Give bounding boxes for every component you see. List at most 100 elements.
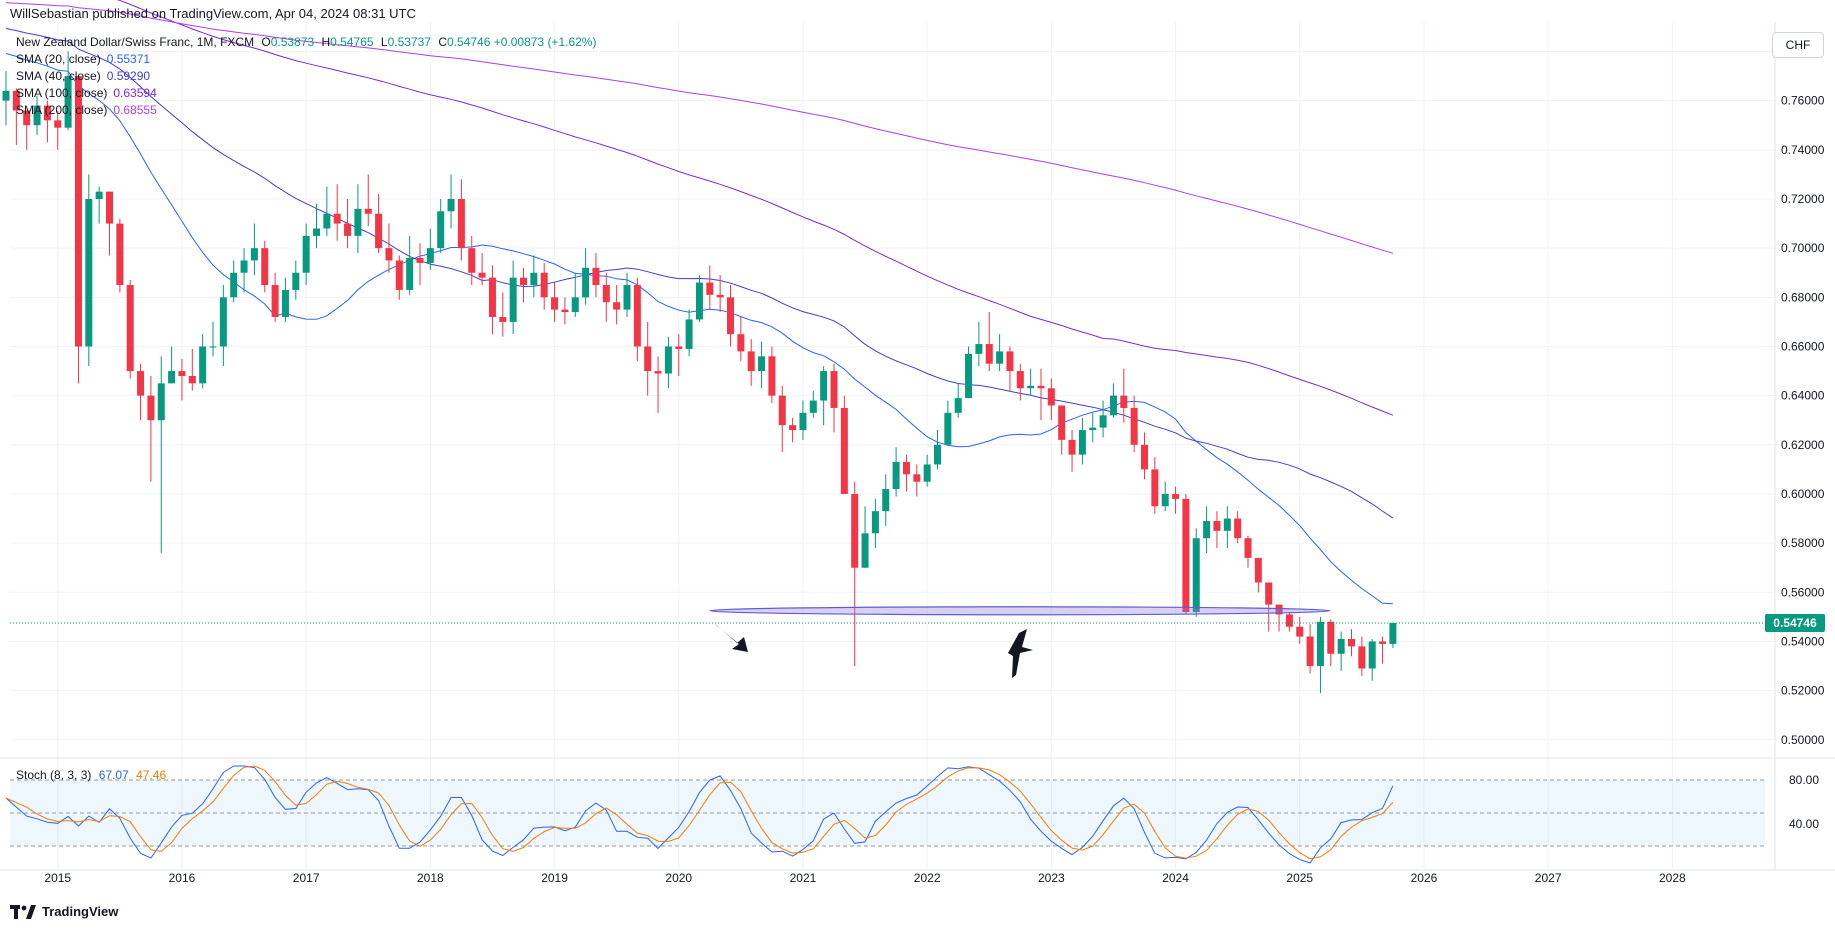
open-label: O	[261, 35, 271, 49]
sma-20-label: SMA (20, close)	[16, 52, 101, 66]
y-tick-label-4: 0.70000	[1781, 241, 1825, 255]
candle-body-67	[695, 282, 703, 320]
time-axis[interactable]: 2015 2016 2017 2018 2019 2020 2021 2022 2023 2024…	[44, 871, 1686, 885]
sma-40-row[interactable]: SMA (40, close) 0.59290	[16, 68, 596, 85]
candle-body-1	[12, 90, 20, 111]
y-tick-label-2: 0.74000	[1781, 143, 1825, 157]
candle-body-24	[250, 248, 258, 261]
candle-body-119	[1234, 518, 1242, 539]
tradingview-footer[interactable]: TradingView	[10, 904, 118, 919]
candle-body-10	[106, 191, 113, 224]
candle-body-43	[447, 198, 455, 212]
candle-body-118	[1223, 518, 1231, 531]
symbol-row: New Zealand Dollar/Swiss Franc, 1M, FXCM…	[16, 34, 596, 51]
candle-body-97	[1006, 351, 1014, 372]
candle-body-75	[778, 395, 786, 426]
candle-body-113	[1172, 493, 1180, 499]
support-zone	[709, 606, 1331, 616]
candle-body-35	[364, 208, 372, 214]
y-tick-label-13: 0.52000	[1781, 684, 1825, 698]
candle-body-80	[830, 371, 838, 408]
candle-body-45	[468, 248, 476, 273]
candle-body-133	[1379, 641, 1387, 644]
sma-20-row[interactable]: SMA (20, close) 0.55371	[16, 51, 596, 68]
x-tick-label-11: 2026	[1411, 871, 1438, 885]
sma-200-row[interactable]: SMA (200, close) 0.68555	[16, 102, 596, 119]
candle-body-132	[1368, 641, 1376, 669]
y-tick-label-3: 0.72000	[1781, 192, 1825, 206]
price-axis[interactable]: 0.780000.760000.740000.720000.700000.680…	[1765, 44, 1825, 747]
sma-100-label: SMA (100, close)	[16, 86, 108, 100]
footer-brand: TradingView	[42, 904, 119, 919]
candle-body-115	[1192, 538, 1200, 612]
candle-body-15	[157, 383, 165, 421]
candle-body-5	[54, 120, 62, 128]
candle-body-33	[344, 223, 352, 236]
candle-body-90	[934, 444, 941, 465]
candle-body-40	[416, 257, 424, 263]
candle-body-17	[178, 371, 186, 376]
y-tick-label-5: 0.68000	[1781, 290, 1825, 304]
candle-body-61	[633, 285, 641, 347]
currency-button[interactable]: CHF	[1772, 32, 1824, 58]
close-label: C	[438, 35, 447, 49]
sma-100-row[interactable]: SMA (100, close) 0.63594	[16, 85, 596, 102]
candle-body-48	[499, 316, 507, 322]
candle-body-21	[219, 297, 227, 347]
sma-40-value: 0.59290	[106, 69, 151, 83]
candle-body-69	[716, 294, 724, 298]
candle-body-26	[271, 285, 279, 317]
stoch-k-line	[5, 765, 1394, 864]
candle-body-52	[540, 272, 548, 298]
annotations	[10, 606, 1775, 678]
candle-body-59	[613, 302, 621, 310]
candle-body-117	[1213, 521, 1221, 531]
candle-body-110	[1141, 444, 1148, 470]
low-label: L	[380, 35, 388, 49]
symbol-name[interactable]: New Zealand Dollar/Swiss Franc, 1M, FXCM	[16, 35, 255, 49]
candles	[2, 51, 1397, 694]
candle-body-92	[954, 398, 962, 413]
open-value: 0.53873	[270, 35, 315, 49]
candle-body-18	[188, 375, 196, 384]
candle-body-19	[199, 346, 207, 384]
y-tick-label-1: 0.76000	[1781, 94, 1825, 108]
candle-body-84	[871, 511, 879, 534]
x-tick-label-0: 2015	[44, 871, 71, 885]
stoch-d-value: 47.46	[136, 768, 167, 782]
y-tick-label-10: 0.58000	[1781, 536, 1825, 550]
candle-body-114	[1182, 498, 1190, 612]
candle-body-124	[1285, 614, 1293, 627]
candle-body-103	[1068, 439, 1076, 455]
candle-body-121	[1254, 557, 1262, 583]
candle-body-44	[457, 198, 465, 249]
candle-body-14	[147, 395, 155, 421]
candle-body-53	[551, 297, 559, 310]
candle-body-76	[789, 425, 797, 431]
x-tick-label-4: 2019	[541, 871, 568, 885]
candle-body-101	[1047, 388, 1055, 406]
x-tick-label-2: 2017	[293, 871, 320, 885]
candle-body-38	[395, 260, 403, 290]
candle-body-23	[240, 260, 248, 273]
candle-body-111	[1151, 469, 1159, 507]
candle-body-134	[1389, 623, 1397, 644]
candle-body-96	[996, 351, 1004, 364]
candle-body-54	[561, 309, 569, 313]
candle-body-79	[820, 371, 828, 401]
close-value: 0.54746	[446, 35, 491, 49]
sma-40-label: SMA (40, close)	[16, 69, 101, 83]
candle-body-123	[1275, 604, 1283, 615]
candle-body-51	[530, 272, 538, 286]
candle-body-29	[302, 235, 310, 273]
candle-body-34	[354, 208, 362, 236]
stoch-legend[interactable]: Stoch (8, 3, 3) 67.07 47.46	[16, 768, 166, 782]
x-tick-label-8: 2023	[1038, 871, 1065, 885]
y-tick-label-11: 0.56000	[1781, 585, 1825, 599]
low-value: 0.53737	[387, 35, 431, 49]
x-tick-label-13: 2028	[1659, 871, 1686, 885]
indicator-legend: New Zealand Dollar/Swiss Franc, 1M, FXCM…	[16, 34, 596, 119]
arrow-up-icon	[1008, 629, 1033, 678]
arrow-left-icon	[714, 623, 748, 652]
